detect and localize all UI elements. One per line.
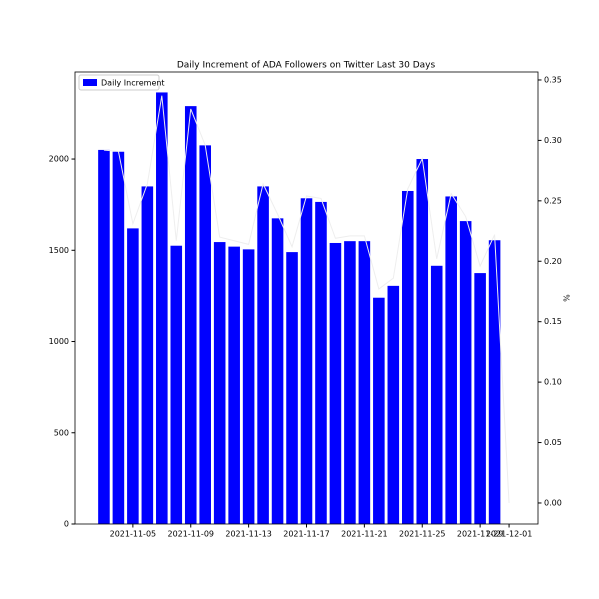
y2-tick-label: 0.05 xyxy=(544,438,562,447)
bar xyxy=(401,190,414,524)
bar xyxy=(300,198,313,524)
y-tick-label: 1000 xyxy=(49,337,69,346)
legend-box xyxy=(78,74,160,91)
bar xyxy=(430,265,443,524)
bar xyxy=(315,201,327,524)
y-tick-label: 0 xyxy=(64,520,69,529)
bar xyxy=(416,159,429,524)
legend-swatch xyxy=(83,79,97,86)
bar xyxy=(184,106,197,524)
bar xyxy=(387,285,400,524)
y-tick-label: 2000 xyxy=(49,155,69,164)
x-tick-label: 2021-11-25 xyxy=(399,530,446,539)
x-tick-label: 2021-11-21 xyxy=(341,530,388,539)
y2-tick-label: 0.15 xyxy=(544,317,562,326)
x-tick-label: 2021-11-13 xyxy=(225,530,272,539)
y2-axis-label: % xyxy=(562,294,571,302)
bar xyxy=(474,273,486,524)
y2-tick-label: 0.00 xyxy=(544,498,562,507)
bar xyxy=(329,242,342,524)
bar xyxy=(156,92,168,525)
bar xyxy=(271,218,284,524)
y2-tick-label: 0.10 xyxy=(544,378,562,387)
bar xyxy=(445,196,457,524)
bar xyxy=(459,221,472,524)
bar xyxy=(112,151,125,525)
x-tick-label: 2021-12-01 xyxy=(486,530,533,539)
y2-tick-label: 0.35 xyxy=(544,75,562,84)
chart-title: Daily Increment of ADA Followers on Twit… xyxy=(177,61,436,71)
bar xyxy=(286,252,298,525)
bar xyxy=(127,228,139,524)
x-tick-label: 2021-11-17 xyxy=(283,530,330,539)
y2-tick-label: 0.25 xyxy=(544,196,562,205)
x-tick-label: 2021-11-09 xyxy=(168,530,215,539)
bar xyxy=(344,241,356,525)
bar xyxy=(199,145,212,524)
bar xyxy=(488,240,501,524)
bar xyxy=(242,249,255,525)
bar xyxy=(358,241,371,525)
bar xyxy=(213,242,226,524)
x-tick-label: 2021-11-05 xyxy=(110,530,157,539)
bar xyxy=(228,246,240,525)
y-tick-label: 1500 xyxy=(49,246,69,255)
bar xyxy=(170,245,183,524)
bar xyxy=(373,297,385,524)
line xyxy=(103,95,510,503)
x-tick-label: 2021-11-29 xyxy=(457,530,504,539)
legend-label: Daily Increment xyxy=(101,79,165,88)
y2-tick-label: 0.30 xyxy=(544,136,562,145)
bar xyxy=(257,186,269,524)
y2-tick-label: 0.20 xyxy=(544,257,562,266)
bar xyxy=(141,186,154,524)
y-tick-label: 500 xyxy=(54,428,69,437)
bar xyxy=(98,149,110,524)
